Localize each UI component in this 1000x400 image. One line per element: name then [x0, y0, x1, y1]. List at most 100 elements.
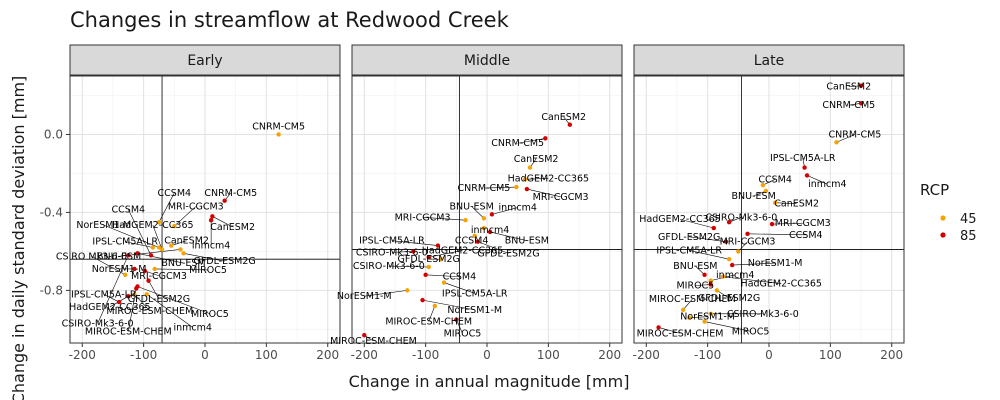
point-label: CNRM-CM5 — [491, 138, 544, 149]
data-point-rcp45 — [178, 247, 183, 252]
data-point-rcp45 — [156, 219, 162, 225]
label-leader-line — [483, 186, 517, 189]
data-point-rcp45 — [441, 280, 447, 285]
label-leader-line — [836, 134, 856, 143]
label-leader-line — [137, 286, 211, 315]
point-label: inmcm4 — [808, 179, 846, 190]
point-label: inmcm4 — [498, 203, 536, 214]
y-tick-label: -0.8 — [40, 283, 63, 297]
point-label: MIROC5 — [676, 281, 714, 292]
data-point-rcp85 — [208, 218, 214, 223]
data-point-rcp85 — [146, 278, 151, 283]
point-label: CCSM4 — [158, 188, 192, 199]
data-point-rcp45 — [181, 251, 186, 256]
x-tick-label: 200 — [598, 348, 621, 362]
data-point-rcp45 — [763, 188, 769, 194]
point-label: inmcm4 — [716, 270, 754, 281]
label-leader-line — [148, 280, 160, 300]
label-leader-line — [491, 207, 518, 215]
data-point-rcp85 — [858, 101, 864, 106]
data-point-rcp85 — [858, 83, 864, 88]
label-leader-line — [456, 319, 463, 334]
data-point-rcp45 — [172, 223, 177, 229]
data-point-rcp45 — [527, 165, 533, 170]
point-label: CanESM2 — [774, 199, 819, 210]
point-label: CanESM2 — [514, 154, 559, 165]
label-leader-line — [183, 253, 225, 262]
data-point-rcp85 — [804, 173, 810, 178]
label-leader-line — [772, 222, 803, 225]
data-point-rcp45 — [760, 182, 766, 188]
data-point-rcp85 — [489, 212, 495, 217]
data-point-rcp45 — [438, 256, 444, 262]
label-leader-line — [525, 178, 549, 180]
data-point-rcp45 — [522, 177, 528, 182]
data-point-rcp85 — [126, 253, 131, 258]
label-leader-line — [729, 217, 742, 223]
label-leader-line — [716, 290, 730, 299]
point-label: MIROC5 — [191, 309, 229, 320]
point-label: NorESM1-M — [92, 264, 147, 275]
label-leader-line — [103, 294, 120, 303]
label-leader-line — [364, 290, 408, 297]
label-leader-line — [174, 206, 196, 227]
point-label: CNRM-CM5 — [458, 183, 511, 194]
facet-strip — [633, 44, 905, 76]
point-label: MIROC-ESM-CHEM — [330, 336, 417, 347]
point-label: BNU-ESM — [97, 251, 141, 262]
x-tick-label: 100 — [255, 348, 278, 362]
label-leader-line — [171, 240, 187, 246]
point-label: HadGEM2-CC365 — [508, 173, 589, 184]
label-leader-line — [422, 299, 475, 311]
data-point-rcp85 — [711, 225, 716, 231]
panel-late: Late CanESM2 CNRM-CM5 CNRM-CM5 IPSL-CM5A-LR i… — [633, 44, 905, 362]
x-tick-label: 200 — [316, 348, 339, 362]
data-point-rcp45 — [159, 247, 165, 252]
point-label: IPSL-CM5A-LR — [71, 289, 137, 300]
point-label: IPSL-CM5A-LR — [770, 153, 836, 164]
point-label: IPSL-CM5A-LR — [656, 245, 722, 256]
label-leader-line — [689, 250, 730, 260]
label-leader-line — [103, 224, 160, 248]
data-point-rcp85 — [726, 219, 732, 225]
label-leader-line — [425, 274, 460, 278]
point-label: MIROC-ESM-CHEM — [85, 326, 172, 337]
data-point-rcp85 — [567, 122, 573, 127]
data-point-rcp85 — [454, 317, 459, 322]
facet-strip-label: Middle — [464, 53, 510, 69]
label-leader-line — [91, 256, 126, 276]
point-label: GFDL-ESM2G — [477, 248, 539, 259]
label-leader-line — [152, 224, 163, 250]
x-tick-label: -100 — [412, 348, 439, 362]
data-point-rcp45 — [432, 303, 438, 309]
point-label: NorESM1-M — [680, 312, 735, 323]
point-label: CNRM-CM5 — [252, 122, 305, 133]
legend-key-rcp85 — [940, 232, 946, 238]
data-point-rcp85 — [745, 231, 750, 237]
y-tick-label: 0.0 — [44, 127, 63, 141]
facet-strip-label: Early — [187, 53, 222, 69]
label-leader-line — [391, 251, 414, 253]
data-point-rcp85 — [142, 268, 148, 274]
point-label: HadGEM2-CC365 — [112, 220, 193, 231]
data-point-rcp85 — [210, 214, 215, 219]
label-leader-line — [704, 321, 751, 332]
point-label: BNU-ESM — [505, 236, 549, 247]
data-point-rcp85 — [134, 286, 139, 291]
point-label: GFDL-ESM2G — [698, 293, 760, 304]
data-point-rcp85 — [132, 266, 137, 272]
point-label: MRI-CGCM3 — [168, 202, 224, 213]
point-label: BNU-ESM — [161, 258, 205, 269]
label-leader-line — [128, 209, 152, 256]
data-point-rcp85 — [475, 239, 480, 244]
label-leader-line — [471, 206, 485, 219]
data-point-rcp45 — [708, 311, 713, 316]
x-tick-label: -200 — [633, 348, 660, 362]
label-leader-line — [422, 216, 466, 221]
point-label: MIROC5 — [444, 328, 482, 339]
point-label: BNU-ESM — [732, 191, 776, 202]
data-point-rcp45 — [150, 245, 156, 250]
